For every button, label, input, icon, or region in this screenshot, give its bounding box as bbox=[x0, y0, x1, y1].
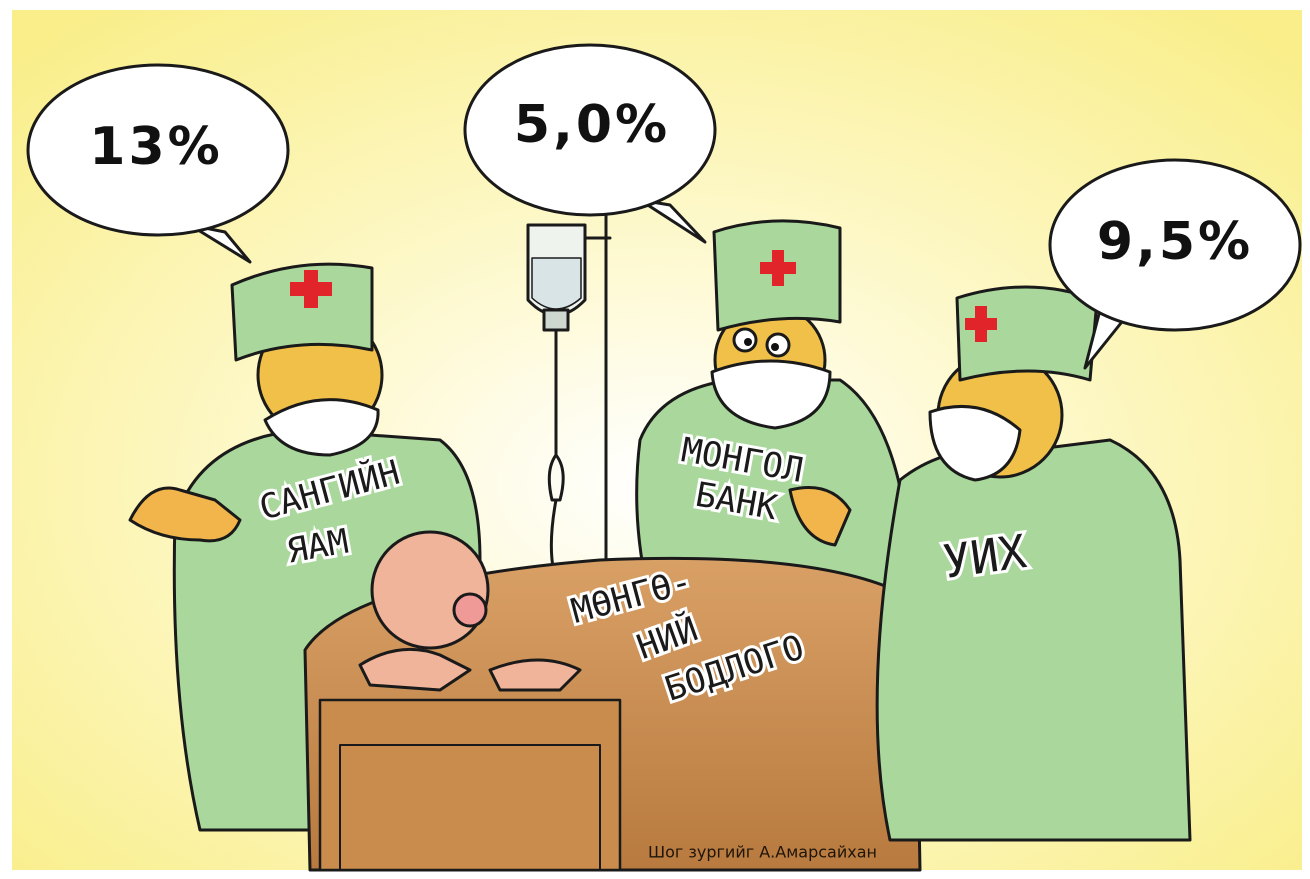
doctor-mongol-bank-circle bbox=[771, 343, 779, 351]
bubble-text: 13% bbox=[89, 117, 222, 177]
patient-path bbox=[490, 660, 580, 690]
patient-circle bbox=[372, 532, 488, 648]
page: {"speech_bubbles": ["13%", "5,0%", "9,5%… bbox=[0, 0, 1310, 879]
credit: Шог зургийг А.Амарсайхан bbox=[648, 843, 877, 862]
bubble-text: 9,5% bbox=[1097, 212, 1253, 272]
doctor-mongol-bank-circle bbox=[744, 338, 752, 346]
doctor-parliament-path bbox=[877, 440, 1190, 840]
doctor-finance-ministry-path bbox=[232, 264, 372, 360]
bubble-text: 5,0% bbox=[514, 95, 670, 155]
iv-stand-path bbox=[532, 258, 581, 309]
bed-rect bbox=[320, 700, 620, 870]
robe-label: УИХ bbox=[940, 524, 1030, 589]
cartoon: 13% 5,0% 9,5% САНГИЙН ЯАМ МОНГОЛ БАНК УИ… bbox=[0, 0, 1310, 879]
iv-stand-rect bbox=[544, 310, 568, 330]
patient-circle bbox=[454, 594, 486, 626]
